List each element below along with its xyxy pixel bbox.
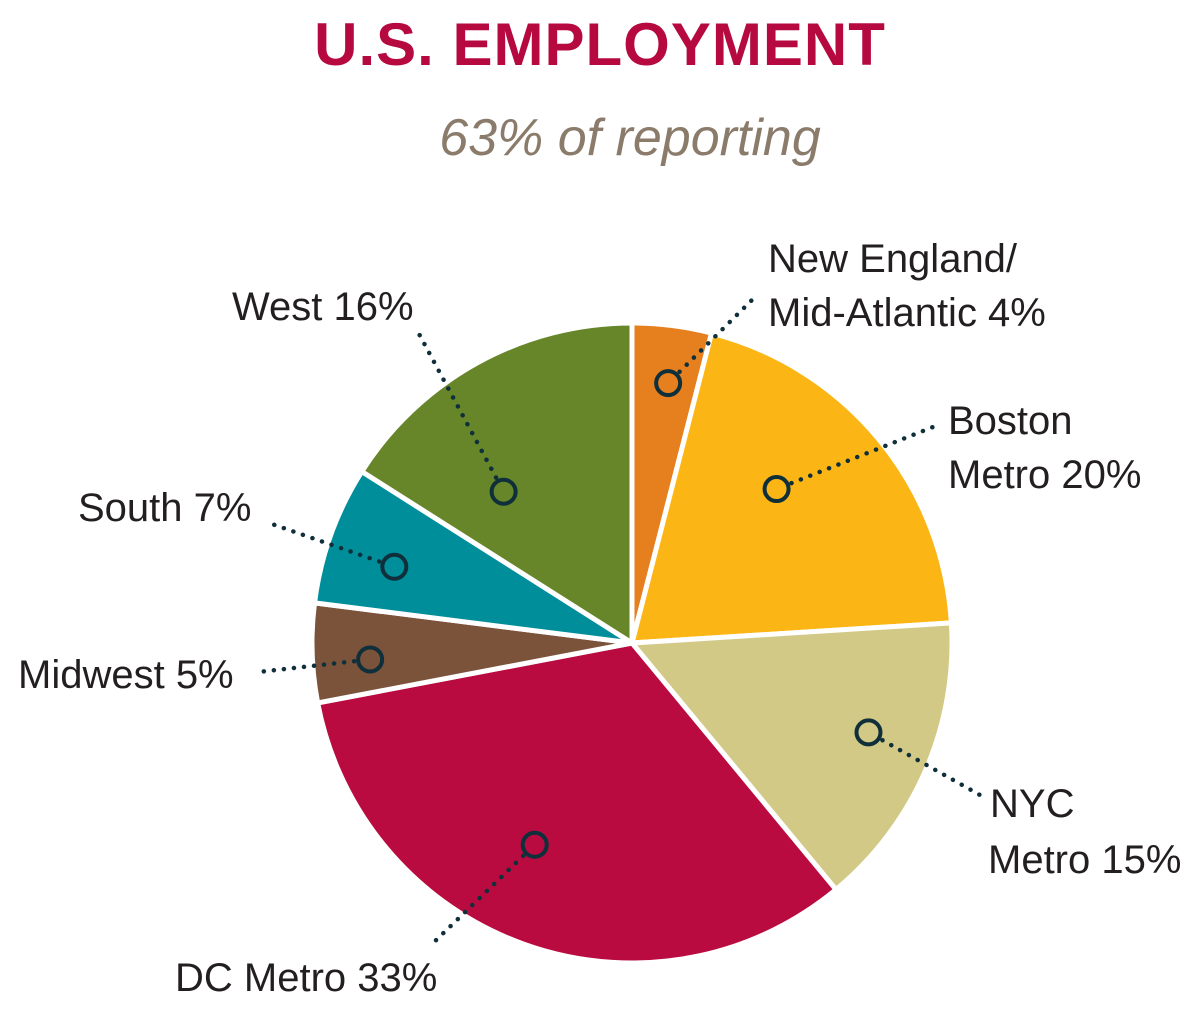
slice-label: New England/ <box>768 237 1018 281</box>
chart-subtitle: 63% of reporting <box>439 109 821 167</box>
slice-marker <box>854 718 883 747</box>
leader-line <box>789 422 941 486</box>
slice-label: DC Metro 33% <box>175 956 437 1000</box>
slice-label: Mid-Atlantic 4% <box>768 291 1046 335</box>
leader-line <box>677 295 757 375</box>
chart-title: U.S. EMPLOYMENT <box>314 11 886 78</box>
slice-label: South 7% <box>78 486 251 530</box>
pie-slice <box>312 469 635 646</box>
pie-slice <box>629 620 955 893</box>
pie-labels: New England/Mid-Atlantic 4% Boston Metro 2… <box>18 237 1181 1000</box>
leader-line <box>415 329 499 480</box>
slice-marker <box>380 552 409 581</box>
slice-marker <box>654 369 683 398</box>
slice-marker <box>762 475 791 504</box>
slice-label: Metro 20% <box>948 453 1141 497</box>
slice-marker <box>520 830 549 859</box>
pie-slice <box>629 330 954 646</box>
pie-slice <box>315 640 839 966</box>
slice-label: Midwest 5% <box>18 653 234 697</box>
slice-marker <box>356 645 385 674</box>
slice-label: Metro 15% <box>988 838 1181 882</box>
slice-label: West 16% <box>232 285 414 329</box>
leader-line <box>880 737 983 798</box>
leader-line <box>255 659 357 675</box>
slice-label: Boston <box>948 399 1073 443</box>
leader-line <box>427 853 526 949</box>
slice-marker <box>489 477 518 506</box>
leader-line <box>269 521 382 564</box>
pie-slices <box>309 320 955 966</box>
slice-label: NYC <box>990 782 1074 826</box>
